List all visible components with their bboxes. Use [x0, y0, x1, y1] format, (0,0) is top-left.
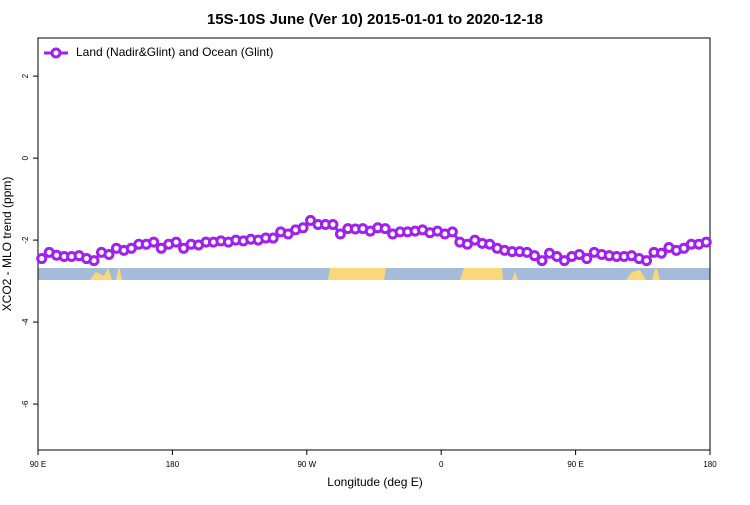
- x-tick-label: 180: [166, 460, 180, 469]
- land-ocean-strip: [38, 266, 710, 280]
- data-point: [655, 247, 667, 259]
- land-band: [90, 268, 112, 280]
- data-point: [446, 226, 458, 238]
- data-point: [536, 255, 548, 267]
- land-band: [652, 266, 660, 280]
- y-tick-label: -2: [21, 236, 30, 244]
- land-band: [328, 268, 386, 280]
- data-point: [641, 255, 653, 267]
- data-point: [297, 222, 309, 234]
- y-tick-label: -4: [21, 318, 30, 326]
- y-tick-label: -6: [21, 400, 30, 408]
- data-point: [581, 253, 593, 265]
- land-band: [512, 272, 518, 280]
- land-band: [116, 266, 122, 280]
- data-point: [170, 236, 182, 248]
- land-band: [460, 268, 503, 280]
- data-point: [529, 250, 541, 262]
- y-axis-label: XCO2 - MLO trend (ppm): [0, 177, 14, 312]
- x-tick-label: 90 E: [567, 460, 583, 469]
- x-axis-label: Longitude (deg E): [327, 475, 422, 489]
- data-point: [36, 253, 48, 265]
- data-point: [88, 255, 100, 267]
- data-point: [327, 219, 339, 231]
- chart-title: 15S-10S June (Ver 10) 2015-01-01 to 2020…: [207, 11, 543, 28]
- legend-label: Land (Nadir&Glint) and Ocean (Glint): [76, 45, 273, 59]
- data-point: [103, 248, 115, 260]
- data-point: [700, 236, 712, 248]
- data-point: [334, 228, 346, 240]
- x-tick-label: 90 E: [30, 460, 46, 469]
- data-point: [148, 236, 160, 248]
- y-tick-label: 2: [21, 73, 30, 78]
- land-band: [626, 270, 646, 280]
- x-tick-label: 0: [439, 460, 444, 469]
- x-tick-label: 90 W: [297, 460, 316, 469]
- x-tick-label: 180: [703, 460, 717, 469]
- y-tick-label: 0: [21, 155, 30, 160]
- legend-marker: [50, 47, 62, 59]
- data-point: [267, 232, 279, 244]
- data-point: [379, 223, 391, 235]
